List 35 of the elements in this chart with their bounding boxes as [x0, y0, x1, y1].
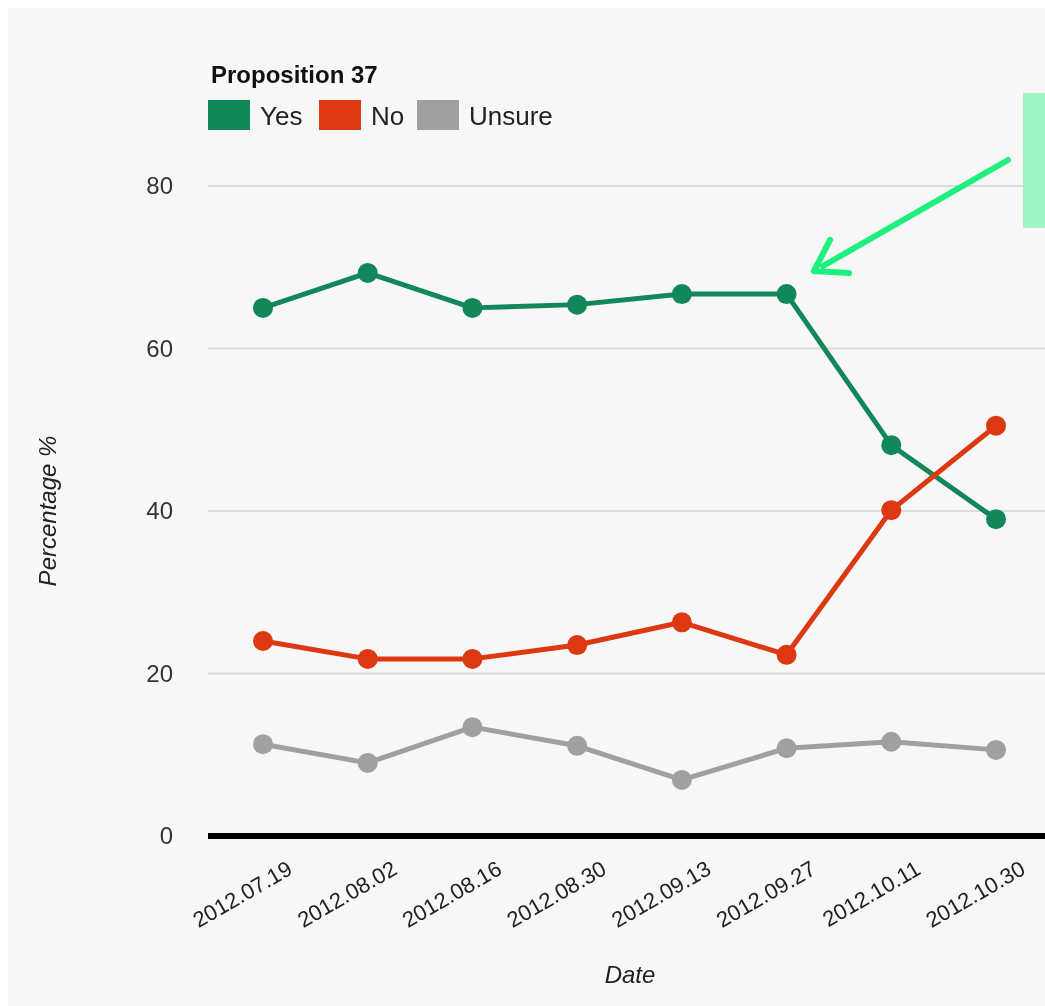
point: [462, 648, 483, 669]
point: [357, 752, 378, 773]
point: [881, 435, 902, 456]
legend-label: No: [371, 101, 405, 131]
point: [567, 635, 588, 656]
point: [253, 734, 273, 755]
point: [462, 717, 483, 738]
point: [776, 284, 797, 305]
y-axis-title: Percentage %: [34, 435, 61, 587]
y-tick-label: 40: [146, 497, 173, 525]
point: [567, 294, 588, 315]
point: [671, 284, 692, 305]
point: [776, 738, 797, 759]
point: [567, 735, 588, 756]
point: [671, 769, 692, 790]
point: [357, 262, 378, 283]
legend-label: Unsure: [469, 101, 553, 131]
point: [253, 631, 273, 651]
point: [671, 612, 692, 633]
y-tick-label: 80: [146, 172, 173, 200]
point: [986, 739, 1006, 760]
point: [986, 415, 1006, 436]
point: [357, 648, 378, 669]
y-tick-label: 0: [159, 822, 173, 850]
legend-label: Yes: [260, 101, 303, 131]
point: [462, 297, 483, 318]
point: [253, 297, 273, 318]
point: [776, 644, 797, 665]
y-tick-label: 20: [146, 659, 173, 687]
point: [881, 731, 902, 752]
y-tick-label: 60: [146, 334, 173, 362]
legend-title: Proposition 37: [211, 61, 378, 88]
x-axis-title: Date: [604, 961, 656, 988]
point: [986, 509, 1006, 530]
point: [881, 500, 902, 521]
